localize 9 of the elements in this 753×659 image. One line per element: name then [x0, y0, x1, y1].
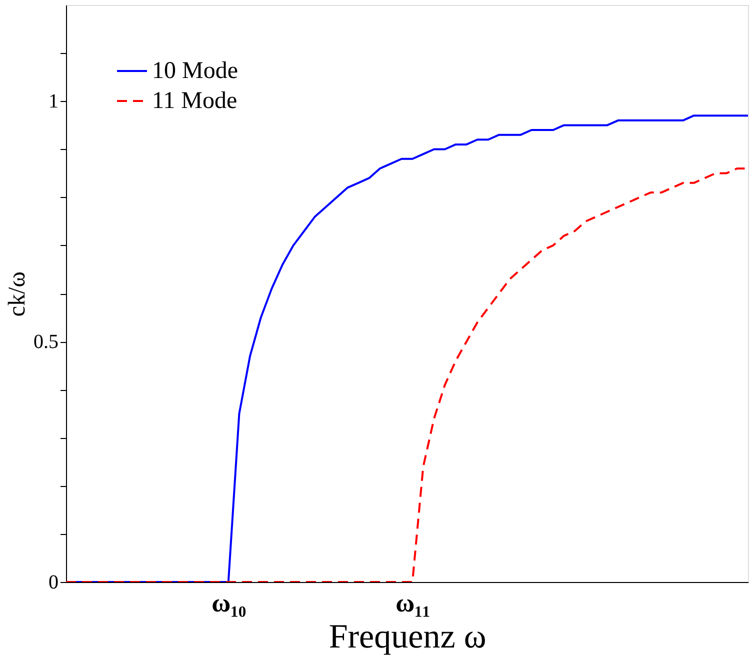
y-tick-label: 0.5	[34, 331, 58, 354]
y-axis-title: ck/ω	[4, 271, 30, 317]
legend-label: 11 Mode	[152, 88, 238, 114]
y-tick-label: 1	[48, 90, 58, 113]
x-tick-label: ω₁₀	[212, 588, 246, 618]
y-tick-label: 0	[48, 572, 58, 594]
x-axis-title: Frequenz ω	[328, 618, 486, 656]
legend-label: 10 Mode	[152, 58, 238, 84]
x-tick-label: ω₁₁	[396, 588, 430, 618]
